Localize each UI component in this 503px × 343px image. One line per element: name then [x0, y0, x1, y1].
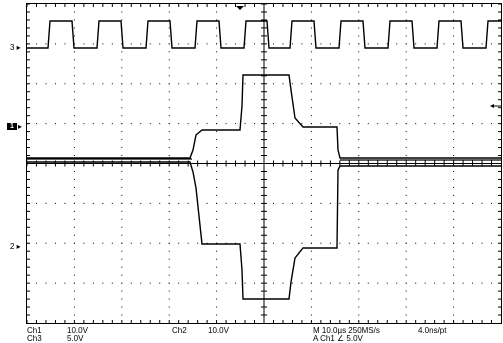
ch1-arrow-icon: ▸ [18, 122, 23, 131]
arrow-right-icon: ▸ [14, 43, 21, 52]
ch3-marker-label: 3 [10, 43, 15, 52]
graticule-center-axes [26, 3, 501, 323]
trigger-position-marker [236, 6, 244, 10]
arrow-right-icon: ▸ [14, 242, 21, 251]
timebase-readout: M 10.0µs 250MS/s [313, 326, 380, 335]
record-length-readout: 4.0ns/pt [418, 326, 447, 335]
ch2-status-label: Ch2 [172, 326, 187, 335]
trigger-readout: A Ch1 ∠ 5.0V [313, 334, 363, 343]
ch1-status-label: Ch1 [27, 326, 42, 335]
ch2-marker-label: 2 [10, 242, 15, 251]
ch1-ground-marker[interactable]: 1 [7, 123, 17, 130]
ch3-ground-marker[interactable]: 3 ▸ [10, 43, 21, 52]
ch2-ground-marker[interactable]: 2 ▸ [10, 242, 21, 251]
ch1-scale-readout: 10.0V [67, 326, 88, 335]
ch2-scale-readout: 10.0V [208, 326, 229, 335]
ch1-marker-label: 1 [10, 123, 14, 130]
ch3-scale-readout: 5.0V [67, 334, 84, 343]
ch3-status-label: Ch3 [27, 334, 42, 343]
ch1-trace [27, 74, 501, 159]
ch3-trace [27, 20, 501, 49]
ch2-trace [27, 161, 501, 300]
